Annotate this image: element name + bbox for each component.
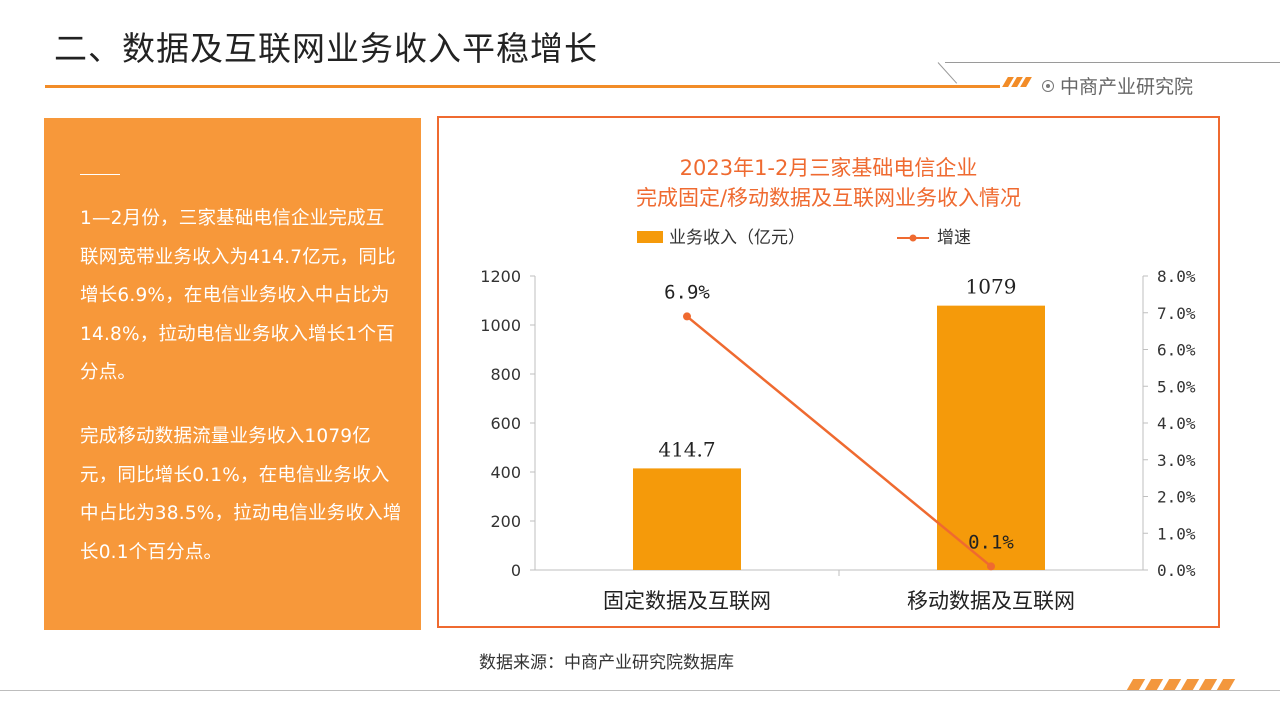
chart-frame: 2023年1-2月三家基础电信企业 完成固定/移动数据及互联网业务收入情况 业务… — [437, 116, 1220, 628]
y-right-tick-label: 3.0% — [1157, 451, 1196, 470]
header-divider — [945, 62, 1280, 63]
y-left-tick-label: 1000 — [480, 316, 521, 335]
bar-data-label: 414.7 — [658, 437, 715, 461]
summary-panel: 1—2月份，三家基础电信企业完成互联网宽带业务收入为414.7亿元，同比增长6.… — [44, 118, 421, 630]
y-right-tick-label: 8.0% — [1157, 267, 1196, 286]
y-left-tick-label: 0 — [511, 561, 521, 580]
y-left-tick-label: 200 — [490, 512, 521, 531]
y-right-tick-label: 2.0% — [1157, 488, 1196, 507]
brand-logo: 中商产业研究院 — [1042, 72, 1193, 99]
y-left-tick-label: 600 — [490, 414, 521, 433]
page-title: 二、数据及互联网业务收入平稳增长 — [54, 29, 598, 68]
growth-data-label: 6.9% — [664, 281, 710, 303]
chart-title-line-2: 完成固定/移动数据及互联网业务收入情况 — [635, 186, 1022, 210]
y-right-tick-label: 0.0% — [1157, 561, 1196, 580]
footer-stripes-decoration — [1120, 679, 1240, 690]
header-stripes-decoration — [1002, 77, 1032, 87]
x-category-label: 固定数据及互联网 — [603, 589, 771, 613]
combo-chart: 业务收入（亿元） 增速 0 200 400 600 800 1000 1200 0.0% 1.0% 2… — [480, 228, 1196, 613]
header-divider-slant — [937, 62, 958, 84]
panel-dash-divider — [80, 174, 120, 175]
y-right-tick-label: 4.0% — [1157, 414, 1196, 433]
legend-label-revenue: 业务收入（亿元） — [669, 228, 805, 248]
bar-revenue-1 — [633, 468, 741, 570]
summary-paragraph-mobile: 完成移动数据流量业务收入1079亿元，同比增长0.1%，在电信业务收入中占比为3… — [80, 426, 402, 563]
y-right-tick-label: 5.0% — [1157, 377, 1196, 396]
y-left-tick-label: 1200 — [480, 267, 521, 286]
bar-revenue-2 — [937, 305, 1045, 570]
x-category-label: 移动数据及互联网 — [907, 589, 1075, 613]
y-left-tick-label: 800 — [490, 365, 521, 384]
data-source: 数据来源：中商产业研究院数据库 — [479, 653, 734, 673]
bar-data-label: 1079 — [966, 275, 1017, 299]
footer-divider — [0, 690, 1280, 691]
title-underline — [45, 85, 1000, 88]
growth-point-1 — [683, 312, 691, 321]
y-right-tick-label: 1.0% — [1157, 524, 1196, 543]
legend-label-growth: 增速 — [937, 228, 971, 248]
growth-data-label: 0.1% — [968, 531, 1014, 553]
y-right-tick-label: 6.0% — [1157, 341, 1196, 360]
legend-marker-growth — [909, 234, 917, 242]
y-left-tick-label: 400 — [490, 463, 521, 482]
legend-swatch-revenue — [637, 231, 663, 243]
summary-paragraph-fixed: 1—2月份，三家基础电信企业完成互联网宽带业务收入为414.7亿元，同比增长6.… — [80, 208, 396, 383]
y-right-tick-label: 7.0% — [1157, 304, 1196, 323]
growth-point-2 — [987, 562, 995, 571]
growth-line — [686, 315, 992, 568]
chart-title-line-1: 2023年1-2月三家基础电信企业 — [679, 156, 978, 180]
brand-name: 中商产业研究院 — [1060, 76, 1194, 98]
brand-circle-icon — [1042, 79, 1054, 92]
